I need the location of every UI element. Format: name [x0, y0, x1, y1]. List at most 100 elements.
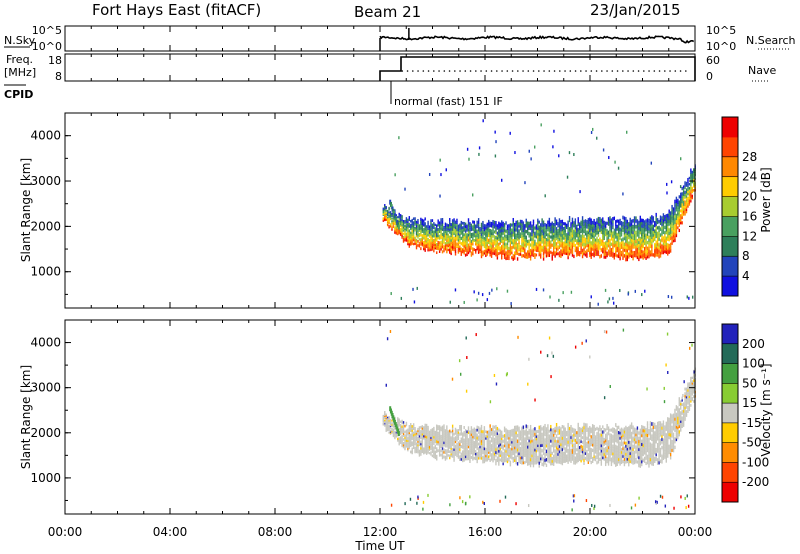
echo-cell [635, 216, 637, 220]
echo-cell [477, 435, 480, 439]
echo-cell [382, 422, 385, 424]
echo-cell [420, 238, 422, 242]
echo-cell [564, 231, 566, 235]
echo-cell [538, 245, 540, 249]
echo-cell [619, 233, 621, 237]
echo-cell [479, 429, 481, 433]
echo-cell [464, 433, 467, 437]
echo-cell [508, 456, 510, 460]
echo-cell [514, 435, 516, 440]
echo-cell [648, 238, 650, 242]
echo-cell [509, 239, 512, 242]
echo-cell [424, 246, 426, 250]
echo-cell [414, 429, 416, 432]
echo-cell [482, 460, 484, 464]
echo-cell [617, 449, 620, 453]
echo-cell [685, 199, 688, 203]
echo-cell [490, 439, 493, 443]
echo-cell [667, 243, 669, 247]
echo-cell [402, 237, 405, 240]
echo-cell [466, 445, 468, 448]
echo-cell [596, 136, 598, 140]
echo-cell [574, 243, 577, 248]
echo-cell [573, 221, 575, 225]
echo-cell [626, 251, 629, 256]
echo-cell [438, 440, 441, 444]
echo-cell [519, 219, 522, 223]
echo-cell [508, 239, 510, 243]
echo-cell [654, 254, 656, 258]
echo-cell [633, 233, 636, 238]
echo-cell [602, 450, 604, 455]
echo-cell [635, 233, 637, 238]
echo-cell [622, 228, 624, 232]
echo-cell [450, 250, 452, 253]
echo-cell [501, 437, 503, 441]
echo-cell [434, 432, 436, 436]
echo-cell [489, 246, 491, 250]
echo-cell [420, 436, 422, 440]
echo-cell [485, 254, 487, 258]
echo-cell [446, 239, 448, 243]
echo-cell [607, 244, 610, 248]
echo-cell [620, 460, 623, 465]
echo-cell [576, 241, 578, 245]
echo-cell [681, 221, 683, 225]
echo-cell [619, 221, 621, 226]
echo-cell [424, 425, 426, 429]
echo-cell [596, 252, 598, 256]
echo-cell [590, 450, 592, 454]
echo-cell [558, 455, 561, 459]
echo-cell [560, 225, 562, 229]
echo-cell [619, 462, 621, 466]
echo-cell [615, 222, 617, 226]
echo-cell [688, 199, 691, 202]
echo-cell [389, 432, 392, 434]
echo-cell [412, 229, 415, 232]
echo-cell [392, 435, 395, 438]
echo-cell [577, 241, 579, 246]
echo-cell [649, 222, 652, 226]
echo-cell [528, 224, 530, 228]
echo-cell [402, 424, 405, 428]
echo-cell [528, 252, 530, 256]
echo-cell [567, 454, 569, 459]
echo-cell [690, 175, 692, 179]
echo-cell [560, 241, 562, 245]
echo-cell [568, 227, 571, 231]
echo-cell [616, 227, 618, 231]
echo-cell [501, 228, 503, 232]
echo-cell [454, 446, 457, 450]
echo-cell [515, 430, 517, 435]
echo-cell [512, 227, 514, 231]
echo-cell [609, 428, 611, 432]
echo-cell [522, 447, 525, 451]
echo-cell [539, 441, 542, 445]
echo-cell [470, 239, 473, 243]
echo-cell [602, 222, 604, 227]
echo-cell [402, 426, 405, 430]
echo-cell [454, 223, 457, 227]
echo-cell [564, 449, 566, 453]
echo-cell [395, 434, 398, 437]
echo-cell [525, 432, 527, 436]
echo-cell [587, 233, 590, 237]
echo-cell [454, 239, 457, 243]
echo-cell [472, 428, 474, 432]
echo-cell [555, 242, 558, 246]
echo-cell [552, 232, 555, 236]
echo-cell [617, 254, 620, 259]
echo-cell [508, 256, 510, 261]
echo-cell [548, 429, 551, 433]
echo-cell [466, 147, 469, 151]
echo-cell [646, 240, 649, 245]
echo-cell [480, 222, 483, 226]
echo-cell [479, 436, 481, 440]
echo-cell [444, 435, 447, 439]
echo-cell [496, 451, 499, 455]
echo-cell [498, 449, 500, 453]
echo-cell [397, 228, 399, 230]
echo-cell [392, 224, 395, 226]
echo-cell [398, 223, 400, 226]
echo-cell [490, 444, 493, 447]
